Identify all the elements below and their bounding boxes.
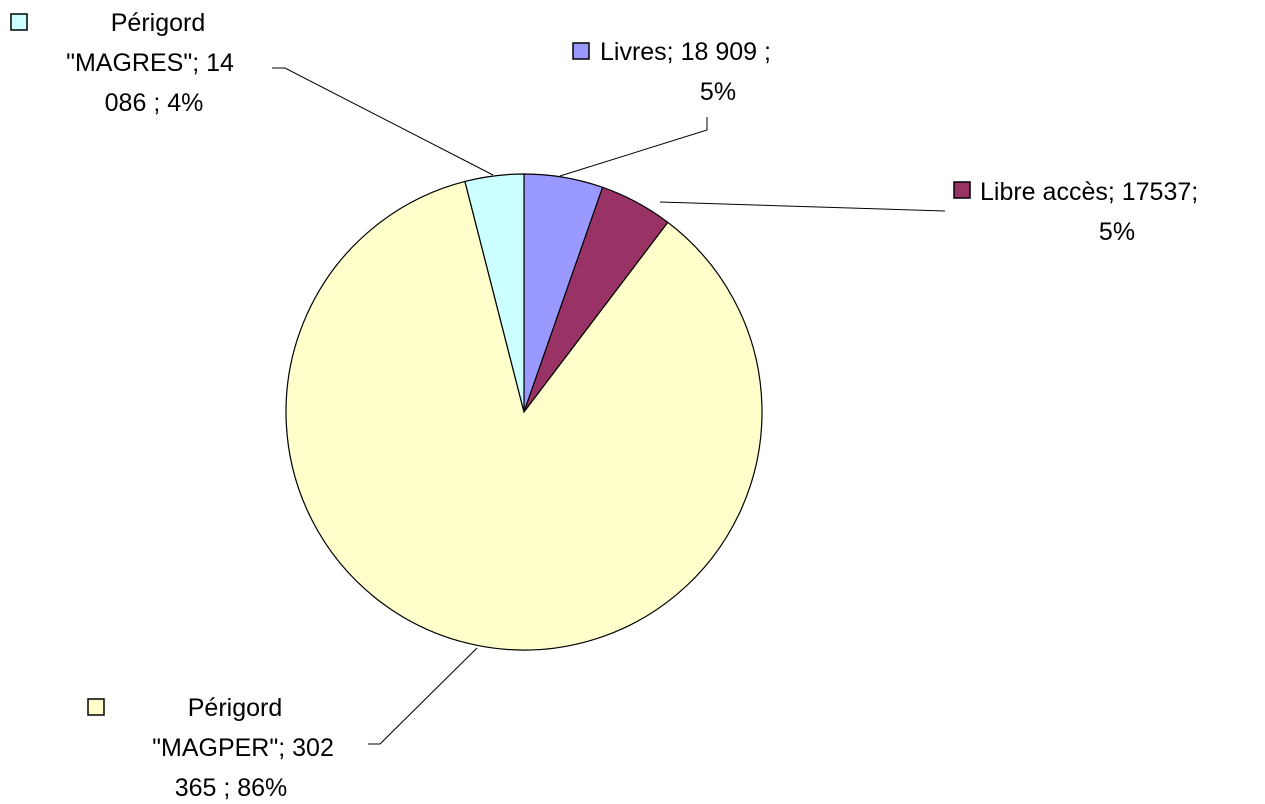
data-label-1-line-0: Libre accès; 17537; — [980, 178, 1198, 206]
data-label-0-line-1: 5% — [700, 78, 736, 106]
legend-key-0 — [572, 42, 590, 60]
legend-key-2 — [87, 698, 105, 716]
data-label-1-line-1: 5% — [1099, 218, 1135, 246]
leader-line-1 — [659, 201, 946, 212]
legend-key-1 — [953, 181, 971, 199]
data-label-3-line-2: 086 ; 4% — [105, 89, 204, 117]
pie-slice-3 — [464, 173, 525, 413]
data-label-3-line-0: Périgord — [111, 9, 206, 37]
leader-line-2 — [368, 647, 478, 745]
pie-slice-2 — [285, 180, 763, 651]
data-label-3-line-1: "MAGRES"; 14 — [66, 49, 234, 77]
data-label-0-line-0: Livres; 18 909 ; — [600, 38, 771, 66]
data-label-2-line-0: Périgord — [188, 694, 283, 722]
data-label-2-line-1: "MAGPER"; 302 — [152, 734, 334, 762]
leader-line-3 — [272, 67, 494, 176]
data-label-2-line-2: 365 ; 86% — [175, 774, 288, 802]
legend-key-3 — [10, 13, 28, 31]
leader-line-0 — [559, 117, 708, 177]
